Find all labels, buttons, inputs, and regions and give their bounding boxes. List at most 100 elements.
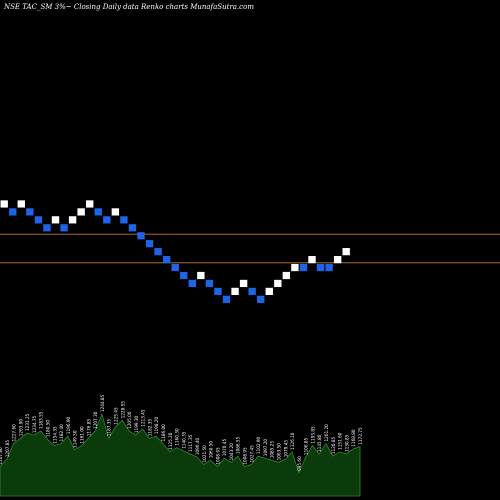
renko-brick-down <box>120 216 128 224</box>
volume-value-label: 1263.90 <box>18 419 23 437</box>
volume-value-label: 1063.50 <box>276 443 281 461</box>
volume-value-label: 1125.20 <box>168 432 173 450</box>
renko-brick-down <box>188 279 196 288</box>
volume-value-label: 1008.65 <box>215 447 220 465</box>
volume-value-label: 1168.80 <box>351 429 356 447</box>
header-box-size: 3% <box>55 3 66 11</box>
volume-value-label: 1154.35 <box>52 426 57 444</box>
volume-value-label: 1070.45 <box>222 439 227 457</box>
volume-value-label: 1140.35 <box>181 431 186 449</box>
renko-brick-down <box>162 256 171 264</box>
renko-bricks <box>0 200 350 303</box>
volume-value-label: 1180.50 <box>46 420 51 438</box>
renko-brick-up <box>308 256 316 264</box>
volume-value-label: 1021.50 <box>202 445 207 463</box>
volume-value-label: 1234.75 <box>32 415 37 433</box>
renko-brick-down <box>43 224 51 232</box>
volume-value-label: 1086.55 <box>236 436 241 454</box>
volume-value-label: 1027.45 <box>249 445 254 463</box>
renko-brick-down <box>257 295 265 303</box>
volume-value-label: 1149.50 <box>73 430 78 448</box>
renko-brick-down <box>94 208 102 216</box>
reference-lines <box>0 233 500 264</box>
renko-brick-down <box>180 271 188 280</box>
renko-brick-down <box>128 224 137 232</box>
renko-brick-down <box>171 263 179 272</box>
renko-brick-up <box>0 200 8 208</box>
volume-value-label: 1160.30 <box>175 428 180 446</box>
renko-brick-up <box>333 256 342 264</box>
renko-brick-up <box>111 208 120 216</box>
volume-value-label: 1186.00 <box>161 424 166 442</box>
volume-value-label: 1117.35 <box>188 434 193 452</box>
volume-value-label: 1126.10 <box>290 432 295 450</box>
renko-brick-down <box>145 240 154 248</box>
renko-brick-up <box>17 200 25 208</box>
renko-brick-up <box>77 208 85 216</box>
renko-brick-down <box>316 263 325 272</box>
header-symbol: NSE TAC_SM <box>3 3 53 11</box>
volume-value-label: 1085.25 <box>270 441 275 459</box>
header-caption: Closing Daily data Renko charts MunafaSu… <box>74 3 254 11</box>
volume-value-label: 1182.35 <box>147 419 152 437</box>
volume-value-label: 1225.45 <box>113 407 118 425</box>
volume-value-label: 1008.95 <box>243 447 248 465</box>
volume-value-label: 1145.80 <box>317 434 322 452</box>
volume-value-label: 1096.40 <box>195 437 200 455</box>
renko-brick-down <box>214 287 222 295</box>
volume-value-label: 1060.50 <box>209 441 214 459</box>
renko-brick-down <box>26 208 34 216</box>
volume-value-label: 1207.30 <box>93 411 98 429</box>
volume-value-label: 1231.25 <box>25 413 30 431</box>
volume-value-label: 995.60 <box>297 456 302 471</box>
volume-value-label: 1097.20 <box>263 439 268 457</box>
volume-value-label: 1196.90 <box>66 416 71 434</box>
volume-value-label: 1079.45 <box>283 440 288 458</box>
volume-value-label: 1207.80 <box>0 447 3 465</box>
renko-brick-down <box>60 224 68 232</box>
renko-brick-down <box>9 208 17 216</box>
volume-value-label: 1161.00 <box>80 426 85 444</box>
volume-value-label: 1106.85 <box>304 437 309 455</box>
volume-value-label: 1151.60 <box>338 432 343 450</box>
renko-brick-down <box>248 287 256 295</box>
renko-brick-up <box>197 271 205 280</box>
renko-brick-up <box>86 200 94 208</box>
renko-brick-up <box>239 279 248 288</box>
chart-header: NSE TAC_SM 3%~ Closing Daily data Renko … <box>3 3 254 11</box>
renko-brick-up <box>51 216 60 224</box>
volume-value-label: 1130.85 <box>344 434 349 452</box>
renko-brick-up <box>291 263 299 272</box>
renko-brick-down <box>137 232 145 240</box>
renko-brick-up <box>231 287 239 295</box>
renko-brick-down <box>154 248 162 256</box>
volume-value-label: 1182.40 <box>59 424 64 442</box>
renko-brick-down <box>299 263 308 272</box>
volume-value-label: 1227.60 <box>12 424 17 442</box>
renko-brick-up <box>274 279 282 288</box>
renko-brick-down <box>103 216 111 224</box>
renko-brick-up <box>68 216 77 224</box>
volume-value-label: 1176.85 <box>86 419 91 437</box>
renko-brick-down <box>34 216 43 224</box>
volume-value-label: 1244.85 <box>100 394 105 412</box>
volume-value-label: 1228.55 <box>120 401 125 419</box>
volume-value-label: 1172.75 <box>358 427 363 445</box>
header-separator: ~ <box>66 3 74 11</box>
volume-value-label: 1187.35 <box>107 419 112 437</box>
volume-value-label: 1120.85 <box>331 436 336 454</box>
volume-value-label: 1198.20 <box>154 416 159 434</box>
renko-brick-up <box>282 271 291 280</box>
volume-value-label: 1205.00 <box>127 411 132 429</box>
renko-brick-down <box>222 295 231 303</box>
volume-value-label: 1207.85 <box>5 440 10 458</box>
volume-value-label: 1183.55 <box>39 411 44 429</box>
renko-brick-down <box>325 263 333 272</box>
volume-value-label: 1199.30 <box>134 415 139 433</box>
volume-value-label: 1043.20 <box>229 443 234 461</box>
volume-value-label: 1201.20 <box>324 424 329 442</box>
